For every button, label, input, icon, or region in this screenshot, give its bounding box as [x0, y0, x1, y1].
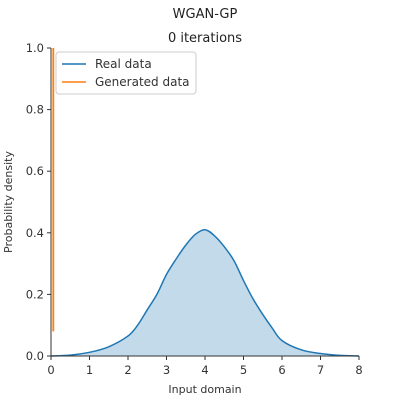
legend-label-generated-data: Generated data	[95, 75, 190, 89]
x-tick-label: 8	[355, 363, 362, 377]
legend-box	[55, 51, 197, 95]
y-tick-label: 0.0	[26, 349, 44, 363]
x-tick-label: 1	[86, 363, 93, 377]
x-tick-label: 7	[317, 363, 324, 377]
y-tick-label: 0.6	[26, 164, 44, 178]
y-tick-label: 0.8	[26, 103, 44, 117]
chart-title: WGAN-GP	[173, 7, 238, 22]
plot-area	[50, 48, 360, 357]
chart-subtitle: 0 iterations	[168, 31, 242, 46]
x-tick-label: 4	[201, 363, 208, 377]
x-tick-label: 5	[240, 363, 247, 377]
real-data-line	[50, 228, 360, 357]
x-axis-ticks: 0 1 2 3 4 5 6 7 8	[47, 356, 363, 377]
y-tick-label: 1.0	[26, 41, 44, 55]
y-axis-ticks: 0.0 0.2 0.4 0.6 0.8 1.0	[26, 41, 51, 363]
x-tick-label: 0	[47, 363, 54, 377]
legend: Real data Generated data	[55, 51, 197, 95]
x-tick-label: 6	[278, 363, 285, 377]
legend-label-real-data: Real data	[95, 57, 152, 71]
y-axis-label: Probability density	[2, 151, 15, 253]
x-tick-label: 3	[163, 363, 170, 377]
y-tick-label: 0.4	[26, 226, 44, 240]
x-axis-label: Input domain	[168, 383, 241, 396]
y-tick-label: 0.2	[26, 287, 44, 301]
x-tick-label: 2	[124, 363, 131, 377]
real-data-area	[51, 229, 359, 356]
